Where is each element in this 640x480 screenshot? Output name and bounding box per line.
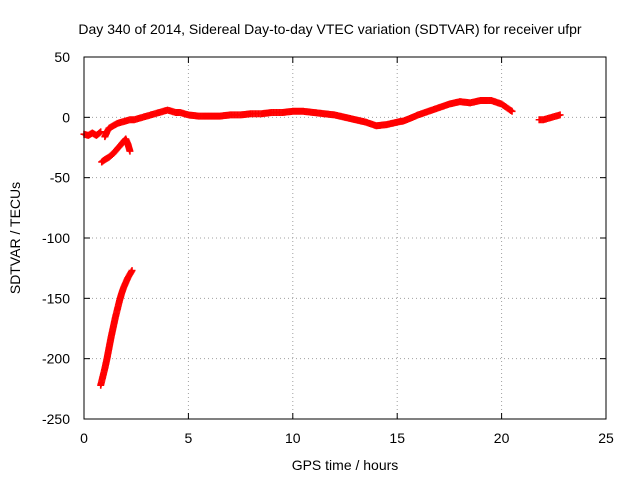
plot-border — [83, 56, 607, 420]
y-tick-label: -100 — [42, 230, 70, 246]
data-point — [126, 147, 134, 155]
y-tick-label: -150 — [42, 290, 70, 306]
axis-ticks: 0 5 10 15 20 25 -250 -200 -150 -100 -50 0 50 — [42, 49, 614, 446]
x-tick-label: 0 — [80, 430, 88, 446]
x-tick-label: 25 — [598, 430, 614, 446]
x-tick-label: 20 — [494, 430, 510, 446]
x-tick-label: 15 — [389, 430, 405, 446]
y-tick-label: 50 — [54, 49, 70, 65]
data-points — [80, 96, 564, 389]
data-point — [556, 111, 564, 119]
x-tick-label: 10 — [285, 430, 301, 446]
x-tick-label: 5 — [185, 430, 193, 446]
data-point — [508, 107, 516, 115]
y-tick-label: -200 — [42, 351, 70, 367]
data-point — [97, 128, 105, 136]
y-tick-label: -250 — [42, 411, 70, 427]
data-point — [507, 106, 515, 114]
data-point — [128, 267, 136, 275]
data-point — [96, 129, 104, 137]
chart-title: Day 340 of 2014, Sidereal Day-to-day VTE… — [78, 21, 582, 37]
y-tick-label: -50 — [50, 170, 70, 186]
y-tick-label: 0 — [62, 109, 70, 125]
y-axis-label: SDTVAR / TECUs — [7, 182, 23, 294]
x-axis-label: GPS time / hours — [292, 457, 399, 473]
